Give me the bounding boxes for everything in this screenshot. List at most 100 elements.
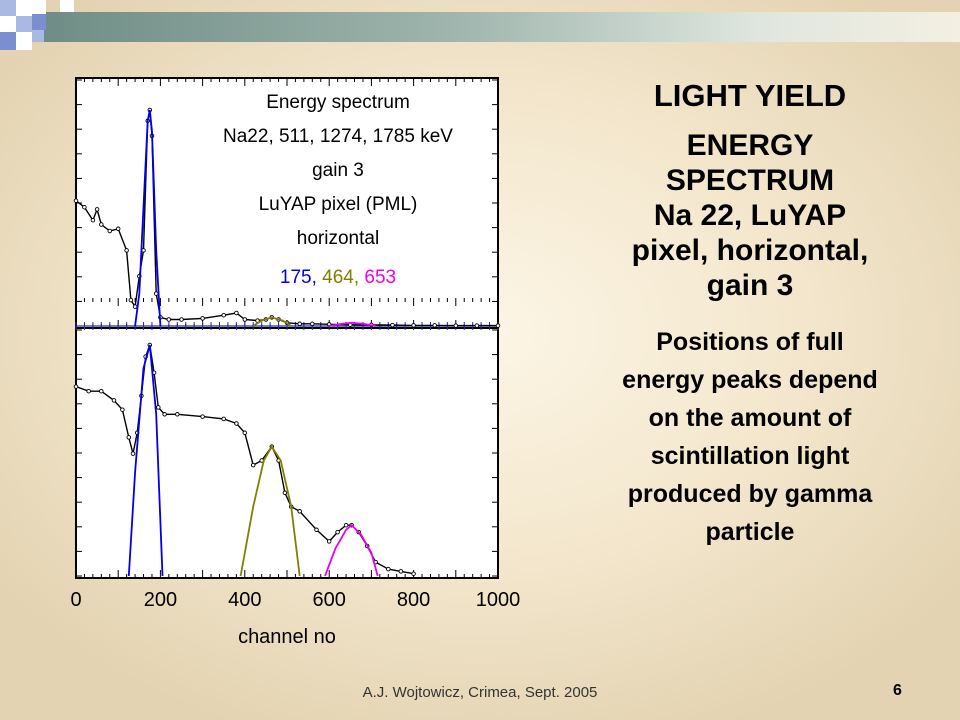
data-point	[453, 323, 459, 328]
data-point	[386, 566, 391, 572]
x-tick-label: 800	[397, 589, 430, 611]
slide-text-block: LIGHT YIELD ENERGY SPECTRUM Na 22, LuYAP…	[580, 78, 920, 551]
data-point	[242, 430, 248, 436]
data-point	[99, 388, 104, 394]
slide-subheading-line: SPECTRUM	[665, 164, 835, 197]
header-square	[0, 0, 16, 16]
header-square	[16, 16, 32, 32]
page-number: 6	[893, 682, 902, 699]
fit-curve	[134, 109, 162, 327]
peak-position-1: 175	[280, 267, 312, 288]
data-point	[126, 435, 132, 440]
data-point	[153, 291, 159, 296]
data-point	[124, 248, 129, 253]
data-point	[82, 204, 87, 210]
data-point	[411, 571, 416, 576]
x-tick-label: 600	[313, 589, 346, 611]
fit-curve	[324, 523, 379, 577]
data-point	[132, 304, 138, 309]
header-square	[60, 0, 74, 12]
data-point	[221, 312, 226, 318]
x-tick-labels: 0 200 400 600 800 1000	[70, 589, 520, 611]
data-point	[234, 421, 239, 426]
description-line: Positions of full	[656, 328, 844, 356]
header-square	[16, 32, 32, 50]
description-line: scintillation light	[650, 442, 850, 470]
data-point	[411, 323, 416, 328]
data-point	[432, 323, 437, 328]
data-point	[120, 407, 125, 412]
data-point	[343, 522, 349, 528]
annotation-line: Energy spectrum	[266, 92, 410, 113]
description-line: produced by gamma	[627, 480, 873, 508]
upper-panel-series	[73, 107, 501, 330]
slide-header-bar	[0, 0, 960, 60]
data-point	[107, 228, 113, 234]
chart-annotation: Energy spectrum Na22, 511, 1274, 1785 ke…	[223, 92, 453, 288]
data-point	[94, 207, 100, 212]
data-point	[242, 317, 248, 322]
data-point	[221, 416, 226, 422]
header-square	[16, 0, 32, 16]
annotation-line: LuYAP pixel (PML)	[259, 194, 418, 215]
header-square	[32, 14, 46, 30]
header-band	[44, 12, 960, 42]
description-line: on the amount of	[648, 404, 852, 432]
header-square	[32, 0, 46, 14]
x-tick-label: 400	[228, 589, 261, 611]
fit-curve	[239, 444, 301, 577]
x-tick-label: 1000	[476, 589, 521, 611]
data-point	[314, 527, 319, 533]
data-point	[162, 412, 167, 417]
data-point	[398, 569, 404, 574]
data-point	[310, 321, 315, 327]
data-point	[234, 310, 239, 316]
data-point	[297, 509, 302, 514]
description-line: energy peaks depend	[622, 366, 878, 394]
data-point	[73, 384, 79, 389]
fit-curve	[252, 316, 292, 327]
energy-spectrum-chart: 0 200 400 600 800 1000 Energy spectrum Na22, …	[70, 77, 520, 648]
slide-subheading-line: gain 3	[706, 269, 794, 302]
data-point	[111, 398, 117, 403]
x-tick-label: 0	[70, 589, 81, 611]
data-point	[326, 539, 332, 544]
data-point	[390, 322, 395, 328]
data-point	[166, 317, 172, 322]
peak-position-3: 653	[364, 267, 396, 288]
slide-heading: LIGHT YIELD	[653, 78, 847, 113]
slide-footer: A.J. Wojtowicz, Crimea, Sept. 2005	[362, 684, 598, 701]
data-point	[250, 462, 256, 468]
peak-position-2: 464	[322, 267, 354, 288]
header-square	[32, 30, 44, 42]
peak-positions-label: 175, 464, 653	[280, 267, 396, 288]
fit-curve	[329, 321, 376, 327]
slide-subheading-line: pixel, horizontal,	[631, 234, 869, 267]
data-point	[128, 297, 134, 303]
data-point	[335, 529, 340, 535]
data-point	[99, 222, 104, 227]
data-point	[115, 226, 121, 232]
data-point	[73, 198, 79, 203]
peak-separator: ,	[312, 267, 323, 288]
data-point	[175, 412, 180, 417]
header-square	[0, 32, 16, 50]
annotation-line: Na22, 511, 1274, 1785 keV	[223, 126, 453, 147]
slide-subheading-line: ENERGY	[686, 129, 814, 162]
data-point	[156, 405, 161, 410]
data-point	[86, 388, 91, 394]
data-point	[474, 323, 480, 328]
x-tick-label: 200	[144, 589, 177, 611]
data-point	[200, 414, 205, 419]
peak-separator: ,	[354, 267, 365, 288]
annotation-line: horizontal	[297, 228, 379, 249]
header-square	[0, 16, 16, 32]
lower-panel-series	[73, 342, 416, 577]
description-line: particle	[705, 518, 795, 546]
annotation-line: gain 3	[312, 160, 364, 181]
data-point	[200, 316, 205, 321]
fit-curve	[127, 344, 164, 577]
slide-subheading-line: Na 22, LuYAP	[653, 199, 847, 232]
x-axis-label: channel no	[238, 626, 336, 648]
data-point	[297, 321, 302, 327]
